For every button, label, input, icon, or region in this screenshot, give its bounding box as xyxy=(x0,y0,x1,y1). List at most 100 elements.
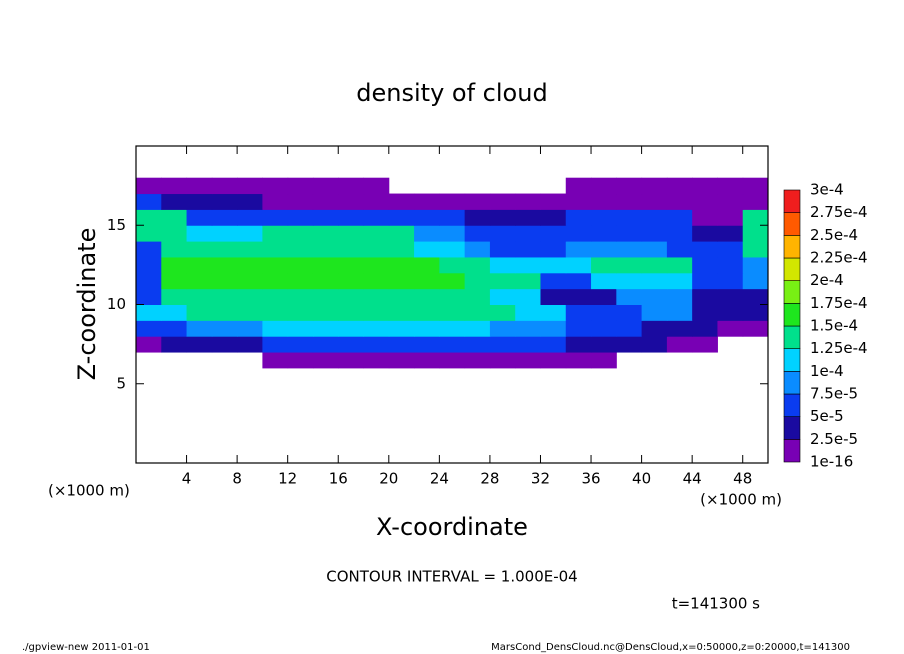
y-tick-label: 10 xyxy=(107,295,126,313)
colorbar-label: 1.25e-4 xyxy=(810,339,868,357)
cell xyxy=(540,288,567,305)
cell xyxy=(161,177,188,195)
cell xyxy=(464,304,491,321)
cell xyxy=(515,209,541,226)
cell xyxy=(363,304,390,321)
cell xyxy=(439,272,466,290)
cell xyxy=(287,288,314,305)
axes: 4 8 12 16 20 24 28 32 36 40 44 48510151e-162.5e-55e… xyxy=(107,145,868,488)
cell xyxy=(717,304,744,321)
colorbar-box xyxy=(783,235,801,259)
cell xyxy=(641,256,668,274)
cell xyxy=(186,193,213,210)
cell xyxy=(338,272,365,290)
cell xyxy=(388,256,415,274)
cell xyxy=(616,225,643,242)
cell xyxy=(161,320,188,337)
cell xyxy=(591,209,617,226)
cell xyxy=(312,256,339,274)
cell xyxy=(136,209,162,226)
cell xyxy=(666,241,693,258)
cell xyxy=(515,272,541,290)
cell xyxy=(287,209,314,226)
cell xyxy=(262,241,289,258)
cell xyxy=(161,272,188,290)
cell xyxy=(338,320,365,337)
cell xyxy=(136,288,162,305)
cell xyxy=(312,209,339,226)
x-tick-label: 8 xyxy=(232,470,242,488)
cell xyxy=(717,225,744,242)
cell xyxy=(616,304,643,321)
cell xyxy=(262,209,289,226)
cell xyxy=(616,272,643,290)
cell xyxy=(186,272,213,290)
cell xyxy=(641,193,668,210)
colorbar-box xyxy=(783,280,801,304)
cell xyxy=(211,241,238,258)
cell xyxy=(287,304,314,321)
cell xyxy=(439,209,466,226)
cell xyxy=(363,241,390,258)
cell xyxy=(363,177,390,195)
cell xyxy=(565,320,592,337)
cell xyxy=(439,256,466,274)
cell xyxy=(692,177,718,195)
cell xyxy=(414,272,440,290)
cell xyxy=(136,225,162,242)
cell xyxy=(388,336,415,353)
x-tick-label: 32 xyxy=(531,470,550,488)
cell xyxy=(515,352,541,369)
colorbar-box xyxy=(783,348,801,372)
x-unit-label: (×1000 m) xyxy=(48,482,130,500)
cell xyxy=(464,352,491,369)
cell xyxy=(464,209,491,226)
cell xyxy=(742,288,769,305)
cell xyxy=(287,193,314,210)
cell xyxy=(591,225,617,242)
cell xyxy=(363,209,390,226)
cell xyxy=(237,256,263,274)
cell xyxy=(338,225,365,242)
cell xyxy=(363,272,390,290)
cell xyxy=(136,193,162,210)
cell xyxy=(262,288,289,305)
cell xyxy=(414,320,440,337)
chart-title: density of cloud xyxy=(356,79,547,107)
cell xyxy=(287,320,314,337)
cell xyxy=(616,336,643,353)
x-tick-label: 20 xyxy=(379,470,398,488)
cell xyxy=(161,225,188,242)
cell xyxy=(515,256,541,274)
cell xyxy=(363,256,390,274)
cell xyxy=(591,352,617,369)
cell xyxy=(742,225,769,242)
cell xyxy=(312,241,339,258)
cell xyxy=(540,304,567,321)
cell xyxy=(565,304,592,321)
cell xyxy=(515,320,541,337)
x-tick-label: 48 xyxy=(733,470,752,488)
cell xyxy=(161,288,188,305)
cell xyxy=(211,256,238,274)
cell xyxy=(262,336,289,353)
cell xyxy=(565,288,592,305)
cell xyxy=(363,336,390,353)
cell xyxy=(464,336,491,353)
cell xyxy=(464,272,491,290)
cell xyxy=(692,225,718,242)
cell xyxy=(414,352,440,369)
cell xyxy=(338,177,365,195)
cell xyxy=(489,352,516,369)
cell xyxy=(591,272,617,290)
cell xyxy=(262,320,289,337)
cell xyxy=(439,193,466,210)
cell xyxy=(692,336,718,353)
cell xyxy=(136,241,162,258)
cell xyxy=(237,288,263,305)
cell xyxy=(616,320,643,337)
cell xyxy=(211,320,238,337)
cell xyxy=(136,256,162,274)
y-tick-label: 5 xyxy=(116,374,126,392)
cell xyxy=(742,209,769,226)
